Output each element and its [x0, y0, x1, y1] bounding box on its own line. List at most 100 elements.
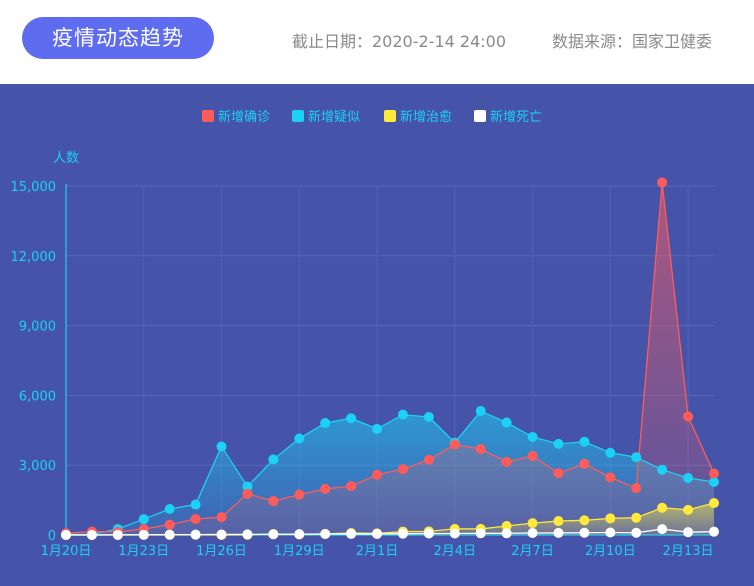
data-point: [86, 529, 97, 540]
series-area: [66, 182, 714, 535]
data-point: [190, 529, 201, 540]
legend: 新增确诊 新增疑似 新增治愈 新增死亡: [202, 109, 542, 125]
data-point: [242, 481, 253, 492]
data-point: [346, 528, 357, 539]
data-point: [423, 411, 434, 422]
data-point: [216, 529, 227, 540]
data-point: [683, 472, 694, 483]
y-axis-name: 人数: [53, 151, 79, 166]
y-tick-label: 12,000: [11, 250, 57, 265]
data-point: [709, 477, 719, 488]
legend-label: 新增治愈: [400, 109, 452, 125]
data-point: [372, 423, 383, 434]
data-point: [449, 528, 460, 539]
data-point: [423, 454, 434, 465]
data-point: [605, 513, 616, 524]
legend-label: 新增死亡: [490, 109, 542, 125]
data-point: [553, 516, 564, 527]
x-tick-label: 2月1日: [356, 544, 399, 559]
data-point: [320, 483, 331, 494]
data-point: [709, 526, 719, 537]
y-tick-label: 0: [48, 529, 56, 544]
data-point: [527, 518, 538, 529]
x-tick-label: 1月23日: [118, 544, 169, 559]
data-point: [423, 528, 434, 539]
data-point: [631, 527, 642, 538]
data-point: [190, 499, 201, 510]
data-point: [268, 496, 279, 507]
data-point: [683, 411, 694, 422]
data-point: [268, 454, 279, 465]
cutoff-date: 截止日期：2020-2-14 24:00: [292, 32, 507, 51]
data-point: [657, 464, 668, 475]
data-point: [216, 441, 227, 452]
legend-item: 新增死亡: [474, 109, 542, 125]
data-point: [579, 436, 590, 447]
data-point: [216, 512, 227, 523]
data-point: [657, 177, 668, 188]
data-point: [657, 524, 668, 535]
legend-item: 新增疑似: [292, 109, 360, 125]
data-point: [164, 519, 175, 530]
y-axis: 0 3,000 6,000 9,000 12,000 15,000 人数: [11, 151, 80, 544]
trend-chart: 新增确诊 新增疑似 新增治愈 新增死亡 0 3,000 6,000 9,000 12,000 1…: [11, 109, 719, 559]
x-tick-label: 1月20日: [41, 544, 92, 559]
data-point: [164, 503, 175, 514]
legend-swatch: [474, 110, 486, 122]
data-point: [631, 452, 642, 463]
legend-item: 新增确诊: [202, 109, 270, 125]
data-point: [164, 529, 175, 540]
data-point: [501, 520, 512, 531]
x-tick-label: 1月29日: [274, 544, 325, 559]
data-point: [527, 527, 538, 538]
data-point: [527, 431, 538, 442]
series-areas: [66, 182, 714, 535]
data-point: [709, 468, 719, 479]
data-point: [112, 529, 123, 540]
series-points: [61, 177, 719, 540]
data-point: [553, 438, 564, 449]
data-point: [138, 514, 149, 525]
data-point: [475, 444, 486, 455]
data-point: [475, 528, 486, 539]
data-point: [397, 409, 408, 420]
data-point: [61, 530, 71, 540]
legend-swatch: [292, 110, 304, 122]
chart-panel: 新增确诊 新增疑似 新增治愈 新增死亡 0 3,000 6,000 9,000 12,000 1…: [0, 84, 754, 586]
data-point: [501, 417, 512, 428]
data-source: 数据来源：国家卫健委: [552, 32, 713, 51]
data-point: [709, 498, 719, 509]
data-point: [294, 433, 305, 444]
data-point: [268, 529, 279, 540]
data-point: [242, 488, 253, 499]
data-point: [320, 418, 331, 429]
data-point: [372, 528, 383, 539]
data-point: [294, 489, 305, 500]
data-point: [242, 529, 253, 540]
data-point: [190, 513, 201, 524]
data-point: [605, 472, 616, 483]
data-point: [657, 502, 668, 513]
page-title: 疫情动态趋势: [22, 17, 214, 59]
data-point: [346, 481, 357, 492]
x-tick-label: 2月10日: [585, 544, 636, 559]
legend-label: 新增确诊: [218, 109, 270, 125]
data-point: [553, 468, 564, 479]
x-tick-label: 2月4日: [434, 544, 477, 559]
data-point: [397, 528, 408, 539]
y-tick-label: 3,000: [19, 459, 56, 474]
data-point: [579, 515, 590, 526]
legend-item: 新增治愈: [384, 109, 452, 125]
y-tick-label: 6,000: [19, 389, 56, 404]
data-point: [683, 527, 694, 538]
data-point: [475, 406, 486, 417]
data-point: [579, 527, 590, 538]
x-axis: 1月20日 1月23日 1月26日 1月29日 2月1日 2月4日 2月7日 2月10日 2月1…: [41, 534, 714, 559]
legend-label: 新增疑似: [308, 109, 360, 125]
data-point: [605, 447, 616, 458]
data-point: [501, 456, 512, 467]
x-tick-label: 2月7日: [511, 544, 554, 559]
data-point: [631, 512, 642, 523]
header: 疫情动态趋势 截止日期：2020-2-14 24:00 数据来源：国家卫健委: [0, 0, 754, 84]
data-point: [579, 458, 590, 469]
